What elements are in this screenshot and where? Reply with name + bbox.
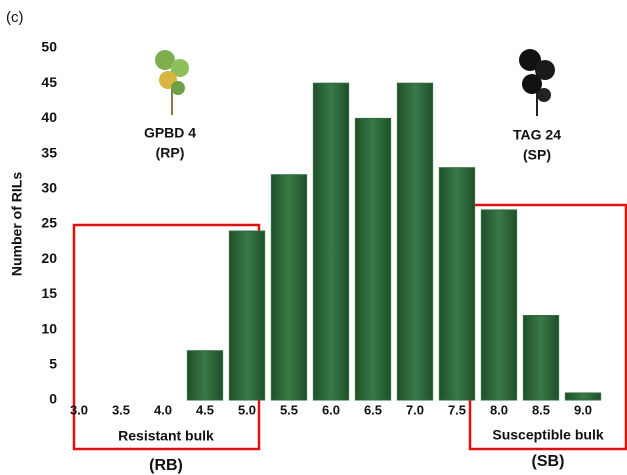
- x-tick-label: 7.0: [406, 402, 424, 417]
- annotation: GPBD 4: [144, 125, 196, 141]
- bar: [480, 209, 518, 401]
- bar: [270, 174, 308, 401]
- bar: [522, 315, 560, 401]
- annotation: (RP): [156, 145, 185, 161]
- x-tick-label: 4.5: [196, 402, 214, 417]
- annotation: TAG 24: [513, 127, 561, 143]
- y-tick-label: 5: [49, 356, 57, 372]
- annotation: Susceptible bulk: [492, 427, 603, 443]
- x-tick-label: 4.0: [154, 402, 172, 417]
- x-tick-label: 8.0: [490, 402, 508, 417]
- y-tick-label: 10: [41, 320, 57, 336]
- x-tick-label: 5.0: [238, 402, 256, 417]
- x-tick-label: 3.0: [70, 402, 88, 417]
- plant-icon-sp: [519, 49, 555, 116]
- annotation: (SP): [523, 147, 551, 163]
- bar: [186, 350, 224, 401]
- annotation: (SB): [532, 453, 565, 470]
- plant-icon-rp: [155, 50, 189, 115]
- annotation: (RB): [149, 457, 183, 474]
- y-tick-label: 15: [41, 285, 57, 301]
- y-tick-label: 40: [41, 109, 57, 125]
- bar: [396, 82, 434, 401]
- panel-label: (c): [6, 9, 24, 26]
- bar: [228, 230, 266, 401]
- x-tick-label: 6.5: [364, 402, 382, 417]
- x-tick-label: 8.5: [532, 402, 550, 417]
- x-tick-label: 7.5: [448, 402, 466, 417]
- x-tick-label: 9.0: [574, 402, 592, 417]
- bar: [312, 82, 350, 401]
- x-tick-label: 6.0: [322, 402, 340, 417]
- bar: [354, 117, 392, 401]
- bar: [438, 167, 476, 401]
- y-tick-label: 0: [49, 391, 57, 407]
- y-tick-label: 25: [41, 215, 57, 231]
- annotation: Resistant bulk: [118, 428, 214, 444]
- y-tick-label: 20: [41, 250, 57, 266]
- y-tick-label: 30: [41, 180, 57, 196]
- x-tick-label: 5.5: [280, 402, 298, 417]
- y-tick-label: 50: [41, 39, 57, 55]
- y-tick-label: 45: [41, 74, 57, 90]
- y-axis-label: Number of RILs: [9, 172, 25, 276]
- y-tick-label: 35: [41, 144, 57, 160]
- x-tick-label: 3.5: [112, 402, 130, 417]
- bar: [564, 392, 602, 401]
